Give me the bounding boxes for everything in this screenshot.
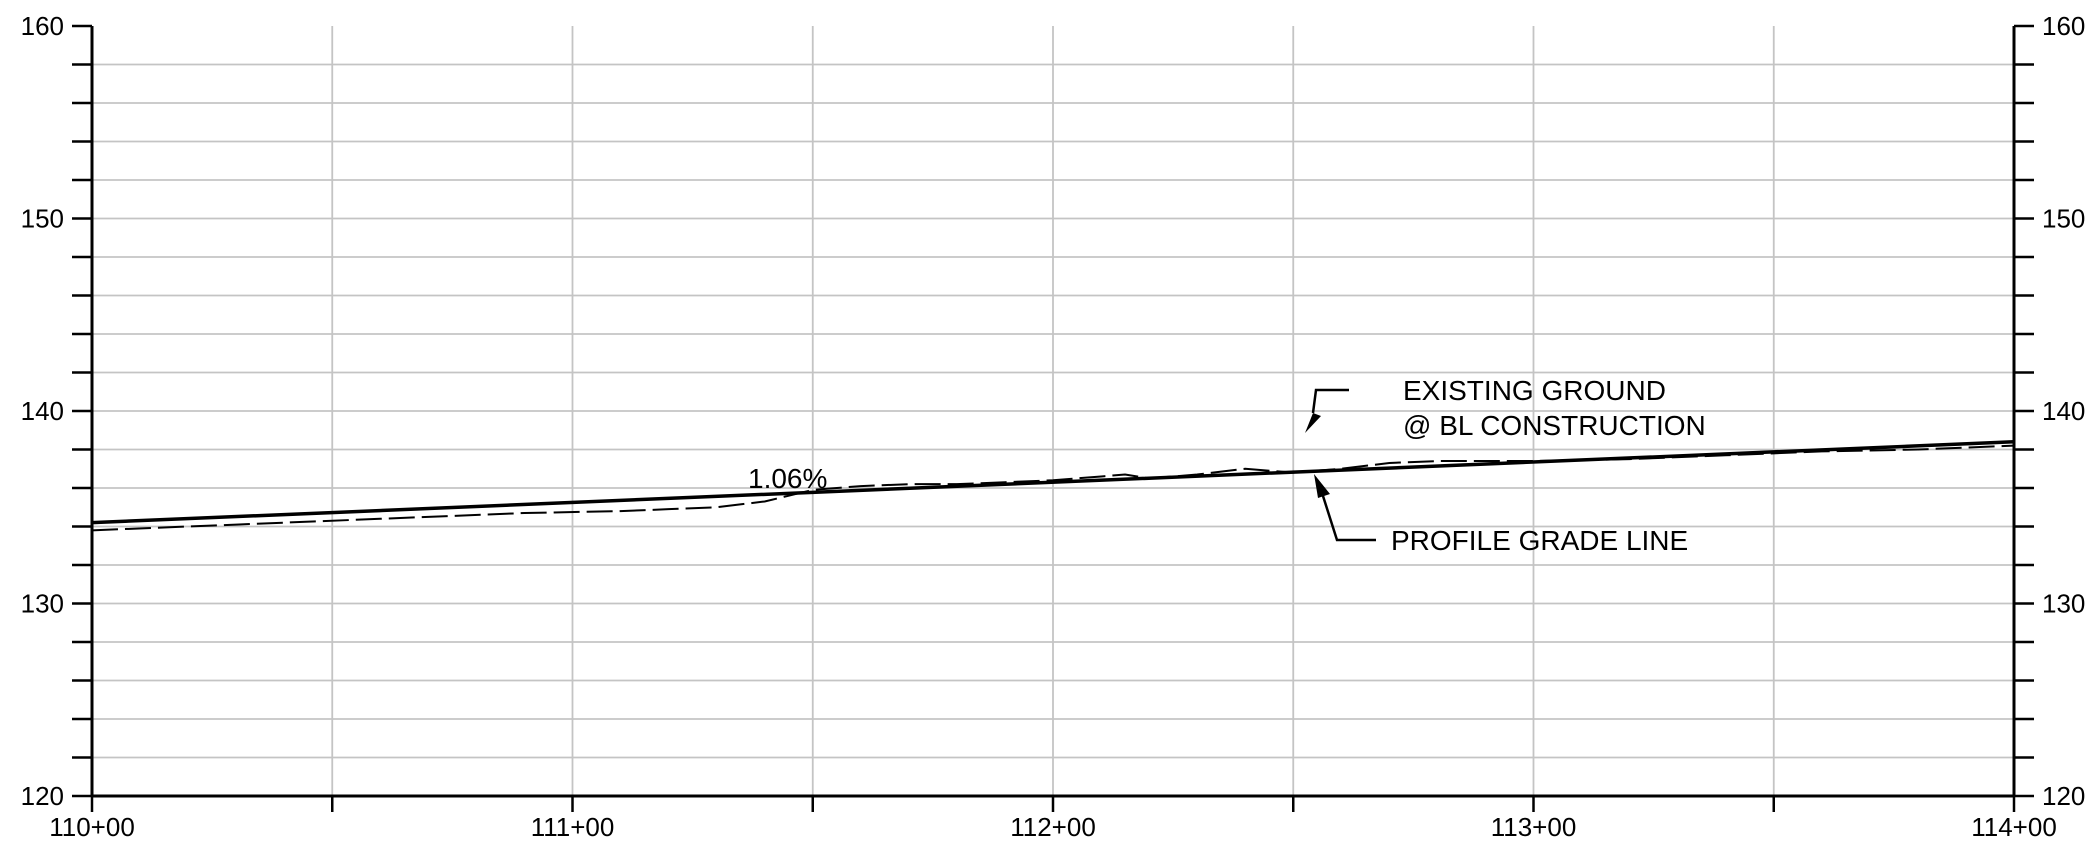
y-tick-label-left: 130 bbox=[21, 589, 64, 619]
profile-grade-label: PROFILE GRADE LINE bbox=[1391, 525, 1688, 556]
existing-ground-leader bbox=[1311, 388, 1349, 414]
axes bbox=[72, 24, 2034, 812]
y-tick-label-right: 120 bbox=[2042, 781, 2085, 811]
slope-label: 1.06% bbox=[748, 463, 827, 494]
existing-ground-label-line1: EXISTING GROUND bbox=[1403, 375, 1666, 406]
y-tick-label-right: 160 bbox=[2042, 11, 2085, 41]
x-tick-labels: 110+00 111+00 112+00 113+00 114+00 bbox=[49, 812, 2057, 842]
y-tick-labels: 120 120 130 130 140 140 150 150 160 160 bbox=[21, 11, 2086, 811]
profile-grade-leader bbox=[1321, 495, 1376, 542]
y-tick-label-right: 140 bbox=[2042, 396, 2085, 426]
profile-grade-line-line bbox=[91, 440, 2015, 525]
existing-ground-label-line2: @ BL CONSTRUCTION bbox=[1403, 410, 1706, 441]
existing-ground-arrowhead bbox=[1305, 413, 1321, 433]
y-tick-label-left: 140 bbox=[21, 396, 64, 426]
grid bbox=[92, 26, 2014, 796]
y-tick-label-right: 150 bbox=[2042, 204, 2085, 234]
x-tick-label: 112+00 bbox=[1010, 812, 1096, 842]
x-tick-label: 113+00 bbox=[1491, 812, 1577, 842]
profile-grade-arrowhead bbox=[1314, 474, 1330, 498]
existing-ground-line bbox=[91, 444, 2015, 532]
x-tick-label: 110+00 bbox=[49, 812, 135, 842]
y-tick-label-left: 120 bbox=[21, 781, 64, 811]
x-tick-label: 111+00 bbox=[531, 812, 615, 842]
y-tick-label-left: 160 bbox=[21, 11, 64, 41]
y-tick-label-right: 130 bbox=[2042, 589, 2085, 619]
y-tick-label-left: 150 bbox=[21, 204, 64, 234]
series bbox=[91, 440, 2015, 532]
x-tick-label: 114+00 bbox=[1971, 812, 2057, 842]
